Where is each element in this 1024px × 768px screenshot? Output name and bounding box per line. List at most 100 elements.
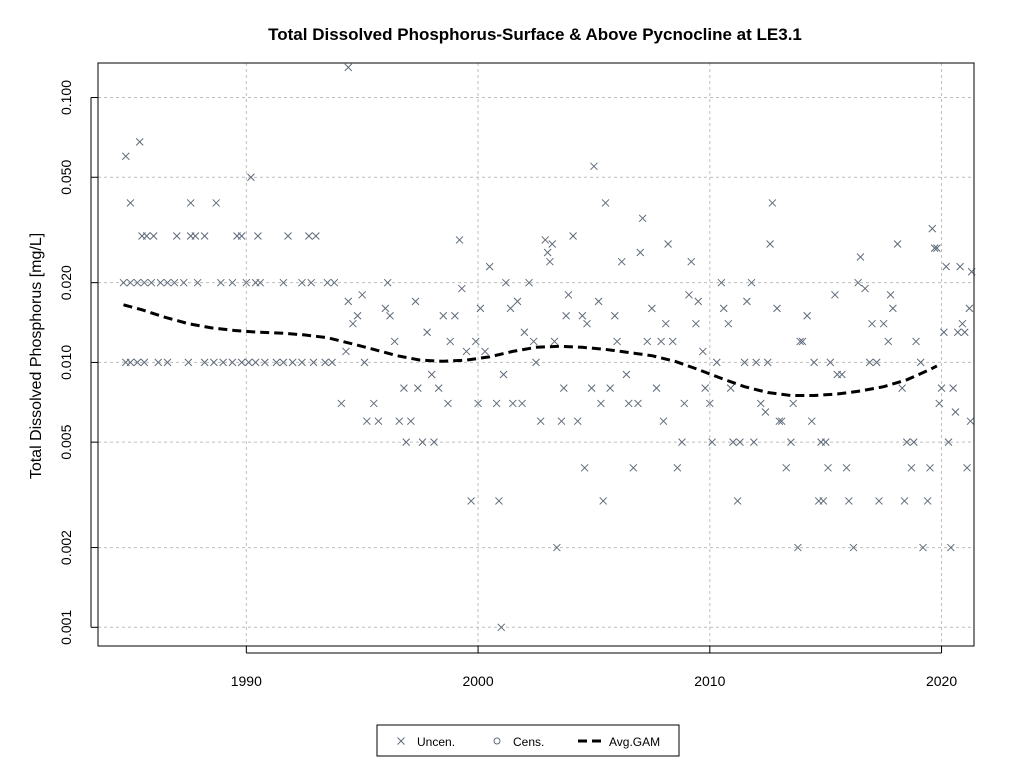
data-point [518,399,526,408]
legend-cens-label: Cens. [513,735,544,749]
data-point [898,384,907,392]
data-point [307,278,316,287]
data-point [578,311,587,320]
data-point [884,337,893,346]
data-point [272,358,281,367]
data-point [559,384,568,392]
data-point [430,438,438,447]
y-tick-label: 0.050 [58,160,74,195]
data-point [692,319,700,328]
data-point [763,358,772,367]
data-point [446,337,455,346]
data-point [951,408,960,416]
data-point [156,278,165,287]
data-point [636,248,645,257]
data-point [210,358,218,367]
data-point [673,463,682,472]
data-point [629,463,638,472]
data-point [587,384,596,392]
data-point [546,257,554,266]
data-point [126,358,135,367]
data-point [803,311,811,320]
data-point [638,214,647,223]
data-point [719,304,728,313]
data-point [777,417,786,426]
data-point [386,311,394,320]
data-point [349,319,357,328]
data-point [305,232,313,240]
data-point [956,262,964,271]
data-point [865,358,874,367]
x-tick-label: 2000 [462,673,493,689]
data-point [717,278,726,287]
data-point [868,319,876,328]
legend-gam-label: Avg.GAM [609,735,660,749]
data-point [775,417,784,426]
data-point [789,399,798,408]
data-point [121,152,130,161]
data-point [284,232,292,240]
data-point [170,278,179,287]
data-point [606,384,615,392]
data-point [353,311,362,320]
y-axis-label: Total Dissolved Phosphorus [mg/L] [28,233,45,479]
gam-trend [123,303,938,397]
data-point [564,290,573,299]
data-point [919,543,927,552]
data-point [597,399,605,408]
data-point [142,232,151,240]
data-point [736,438,744,447]
x-tick-label: 2020 [926,673,957,689]
data-point [724,319,733,328]
data-point [311,232,320,240]
data-point [413,384,422,392]
data-point [344,63,353,72]
data-point [520,328,529,337]
data-point [831,290,839,299]
data-point [191,232,200,240]
data-point [657,337,665,346]
data-point [965,304,974,313]
data-point [856,253,865,261]
data-point [502,278,510,287]
data-point [513,297,522,306]
data-point [135,138,144,146]
data-point [495,497,503,505]
data-point [219,358,227,367]
data-point [601,199,610,207]
data-point [953,328,962,337]
data-point [200,358,209,367]
data-point [418,438,427,447]
data-point [172,232,181,240]
data-point [471,337,480,346]
legend: Uncen. Cens. Avg.GAM [376,724,680,757]
data-point [251,358,260,367]
y-tick-label: 0.002 [58,530,74,565]
data-point [622,370,631,379]
data-point [163,358,172,367]
data-point [916,358,925,367]
data-point [344,297,353,306]
data-point [900,497,909,505]
data-point [323,278,332,287]
y-tick-label: 0.001 [58,610,74,645]
data-point [543,248,552,257]
legend-cens-marker [493,737,501,745]
data-point [411,297,420,306]
data-point [694,297,703,306]
data-point [462,347,471,356]
data-point [140,278,149,287]
data-point [529,337,538,346]
data-point [536,417,545,426]
data-point [383,278,392,287]
data-point [548,240,557,248]
data-point [594,297,603,306]
data-point [935,399,944,408]
data-point [680,399,689,408]
data-point [923,497,932,505]
data-point [369,399,378,408]
data-point [652,384,661,392]
data-point [747,278,756,287]
data-point [193,278,202,287]
y-tick-label: 0.100 [58,80,74,115]
